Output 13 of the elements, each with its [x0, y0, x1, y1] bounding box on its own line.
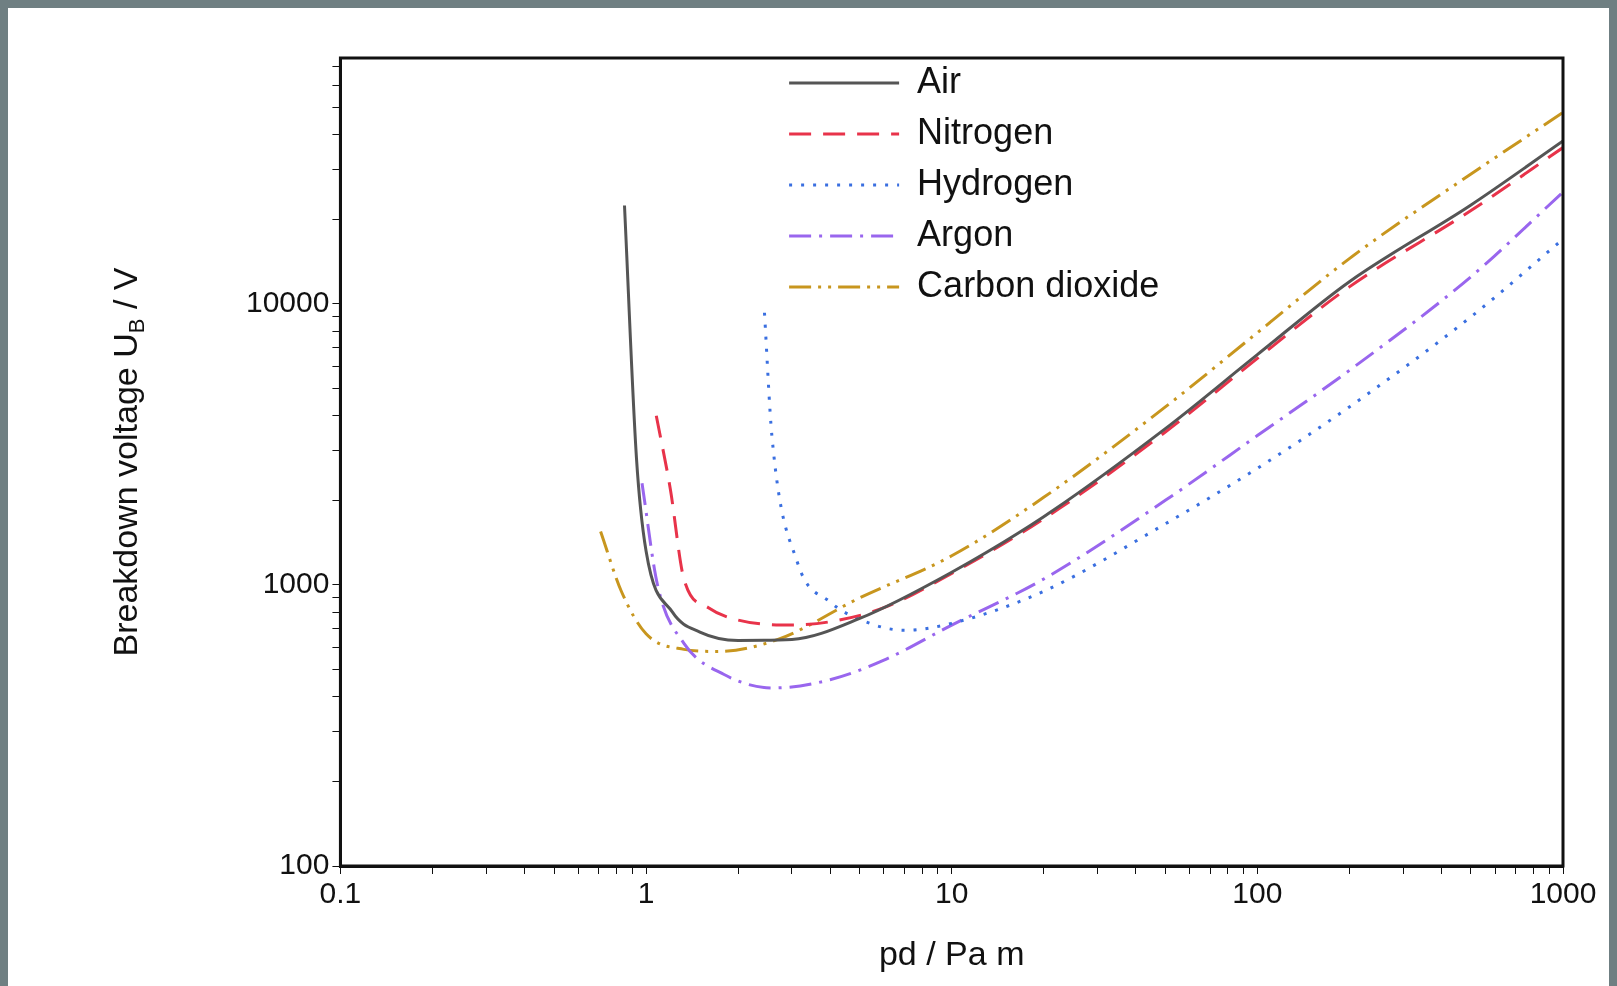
y-tick-label: 1000: [262, 566, 330, 600]
x-tick-label: 1: [637, 876, 655, 910]
y-tick-label: 10000: [245, 285, 330, 319]
y-axis-title: Breakdown voltage UB / V: [106, 267, 150, 657]
x-tick-label: 100: [1232, 876, 1283, 910]
legend-label: Carbon dioxide: [917, 263, 1160, 305]
x-tick-label: 10: [935, 876, 969, 910]
legend-label: Nitrogen: [917, 110, 1054, 152]
legend-label: Hydrogen: [917, 161, 1074, 203]
x-tick-label: 1000: [1529, 876, 1597, 910]
legend-label: Air: [917, 59, 962, 101]
x-axis-title: pd / Pa m: [878, 934, 1025, 973]
legend-label: Argon: [917, 212, 1014, 254]
